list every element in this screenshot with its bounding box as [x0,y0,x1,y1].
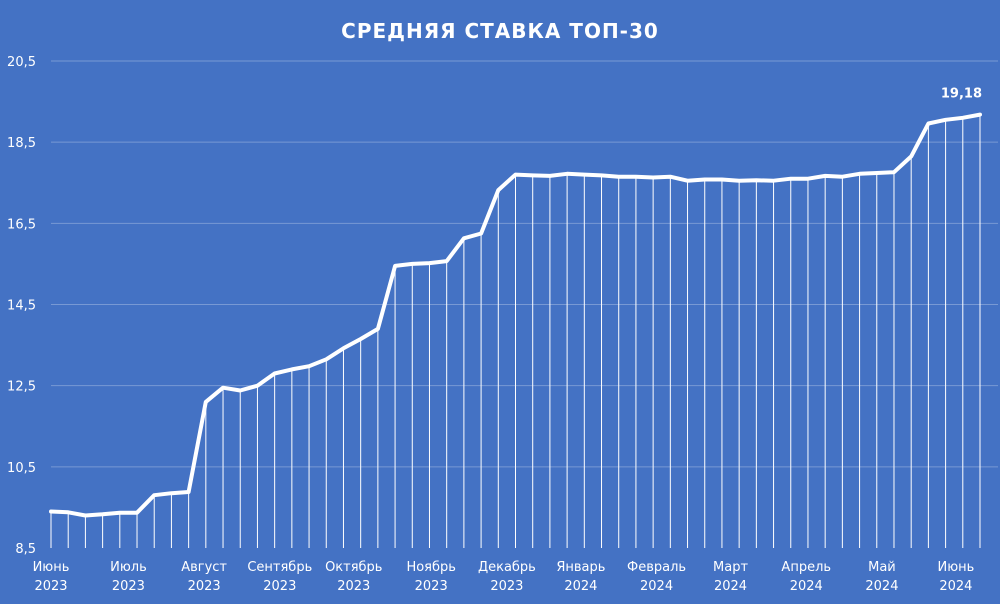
chart-title: СРЕДНЯЯ СТАВКА ТОП-30 [341,19,659,43]
drop-lines [50,114,981,548]
x-tick-month: Март [713,560,748,575]
x-tick-year: 2023 [112,579,145,594]
y-tick-label: 8,5 [15,542,36,557]
x-tick-month: Декабрь [478,560,536,575]
x-tick-year: 2023 [490,579,523,594]
x-tick-month: Октябрь [325,560,382,575]
gridlines [51,60,998,468]
y-tick-label: 12,5 [7,380,36,395]
x-tick-year: 2023 [415,579,448,594]
x-tick-year: 2023 [263,579,296,594]
x-tick-month: Январь [556,560,605,575]
x-tick-year: 2024 [564,579,597,594]
y-tick-label: 14,5 [7,299,36,314]
x-tick-month: Сентябрь [247,560,312,575]
y-tick-label: 16,5 [7,217,36,232]
x-tick-year: 2024 [714,579,747,594]
x-tick-year: 2023 [337,579,370,594]
y-axis: 8,5 10,5 12,5 14,5 16,5 18,5 20,5 [7,55,36,557]
x-tick-month: Ноябрь [406,560,455,575]
series-line [49,112,982,518]
x-tick-month: Август [181,560,227,575]
data-label: 19,18 [941,87,982,102]
x-tick-year: 2024 [790,579,823,594]
x-tick-month: Апрель [781,560,831,575]
x-tick-month: Июнь [937,560,974,575]
x-tick-month: Май [868,560,896,575]
x-tick-year: 2023 [188,579,221,594]
x-tick-month: Июль [110,560,147,575]
x-tick-year: 2024 [640,579,673,594]
y-tick-label: 18,5 [7,136,36,151]
x-tick-year: 2024 [865,579,898,594]
x-tick-month: Февраль [627,560,686,575]
x-tick-year: 2024 [939,579,972,594]
x-tick-year: 2023 [34,579,67,594]
y-tick-label: 20,5 [7,55,36,70]
x-tick-month: Июнь [33,560,70,575]
y-tick-label: 10,5 [7,461,36,476]
x-axis: Июнь 2023 Июль 2023 Август 2023 Сентябрь 2023 Ок… [33,560,975,594]
